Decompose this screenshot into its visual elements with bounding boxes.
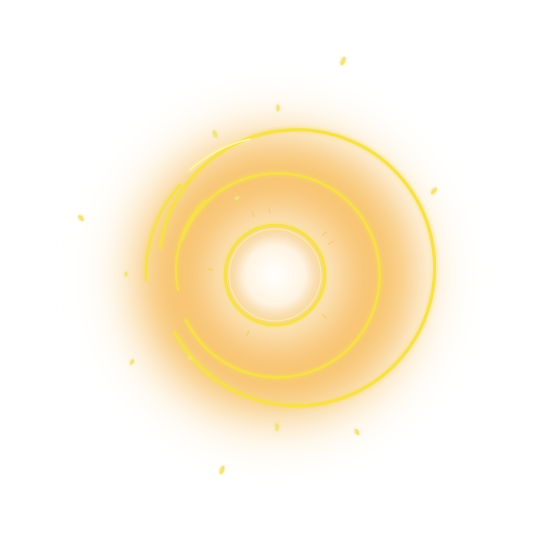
sparkle-particle	[219, 465, 225, 475]
middle-ring	[175, 172, 381, 379]
sparkle-particle	[78, 215, 84, 221]
center-core-glow	[225, 225, 325, 325]
inner-ring	[223, 223, 327, 327]
sparkle-particle	[129, 359, 135, 365]
ring-tick-marks	[176, 168, 387, 385]
ring-tick-mark	[321, 231, 327, 236]
ring-tick-mark	[311, 168, 315, 175]
sparkle-particle	[276, 104, 280, 112]
sparkle-particle	[275, 423, 279, 431]
outer-ring	[144, 128, 437, 408]
sparkle-particle	[212, 130, 218, 138]
ring-tick-mark	[302, 378, 305, 385]
sparkle-particles	[78, 56, 437, 475]
sparkle-particle	[124, 271, 128, 277]
ring-tick-mark	[321, 314, 327, 319]
ring-tick-mark	[181, 209, 188, 214]
ring-tick-mark	[246, 330, 250, 337]
ring-tick-mark	[328, 176, 333, 183]
ring-tick-mark	[380, 293, 387, 296]
sparkle-particle	[234, 196, 240, 200]
sparkle-particle	[187, 356, 193, 360]
sparkle-particle	[354, 428, 360, 436]
sparkle-particle	[431, 187, 437, 195]
ring-tick-mark	[328, 240, 334, 245]
sparkle-particle	[340, 56, 346, 66]
ring-tick-mark	[251, 211, 255, 218]
ring-tick-mark	[176, 328, 183, 333]
